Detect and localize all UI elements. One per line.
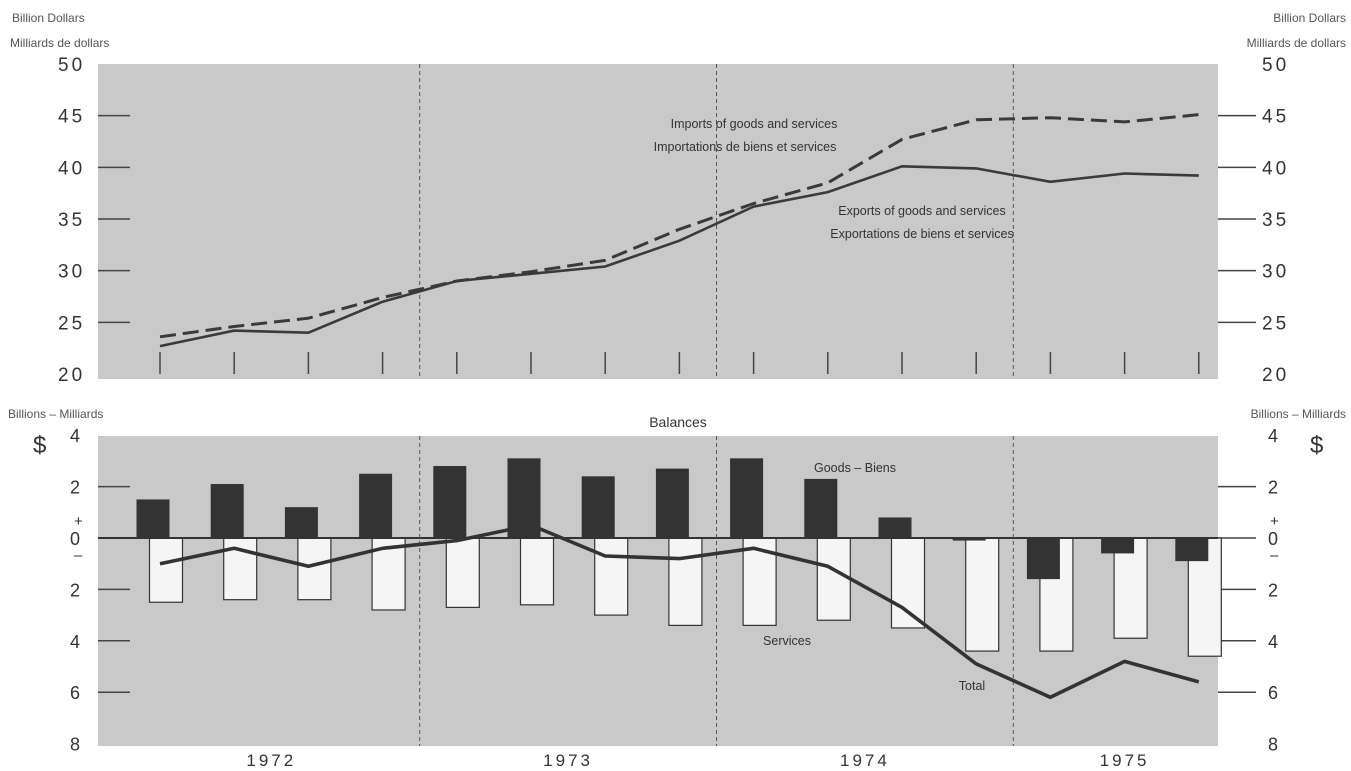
bottom-ytick-right: 0 xyxy=(1268,529,1278,549)
goods-bar xyxy=(655,468,689,538)
top-unit-left-fr: Milliards de dollars xyxy=(10,36,109,50)
top-ytick-right: 50 xyxy=(1262,55,1289,76)
services-bar xyxy=(816,537,851,621)
goods-bar xyxy=(210,484,244,538)
top-unit-right-en: Billion Dollars xyxy=(1273,11,1346,25)
goods-bar xyxy=(507,458,541,538)
services-bar xyxy=(668,537,703,626)
services-bar xyxy=(519,537,555,606)
minus-sign-left: – xyxy=(74,547,83,564)
bottom-ytick-right: 6 xyxy=(1268,683,1278,703)
year-label: 1972 xyxy=(246,751,296,770)
top-ytick-right: 20 xyxy=(1262,365,1289,386)
goods-bar xyxy=(730,458,764,538)
bottom-ytick-left: 2 xyxy=(70,580,80,600)
bottom-ytick-right: 2 xyxy=(1268,580,1278,600)
imports-series-line xyxy=(159,113,1199,339)
top-ytick-right: 45 xyxy=(1262,107,1289,128)
bottom-ytick-right: 2 xyxy=(1268,478,1278,498)
bottom-ytick-right: 4 xyxy=(1268,632,1278,652)
goods-bar xyxy=(433,466,467,538)
balances-title: Balances xyxy=(649,414,707,430)
imports-label-fr: Importations de biens et services xyxy=(654,140,837,154)
goods-bar xyxy=(1101,538,1135,554)
imports-label-en: Imports of goods and services xyxy=(671,117,838,131)
goods-label: Goods – Biens xyxy=(814,461,896,475)
top-ytick-right: 25 xyxy=(1262,313,1289,334)
services-bar xyxy=(594,537,629,616)
bottom-ytick-left: 4 xyxy=(70,632,80,652)
bottom-ytick-right: 8 xyxy=(1268,735,1278,755)
goods-bar xyxy=(284,507,318,538)
top-ytick-right: 30 xyxy=(1262,262,1289,283)
top-ytick-left: 25 xyxy=(58,313,85,334)
bottom-ytick-left: 2 xyxy=(70,478,80,498)
plus-sign-right: + xyxy=(1270,513,1279,530)
top-chart: Billion Dollars Milliards de dollars Bil… xyxy=(10,11,1346,386)
bottom-unit-left: Billions – Milliards xyxy=(8,407,103,421)
top-ytick-right: 35 xyxy=(1262,210,1289,231)
goods-bar xyxy=(136,499,170,538)
year-label: 1973 xyxy=(543,751,593,770)
top-unit-right-fr: Milliards de dollars xyxy=(1247,36,1346,50)
services-bar xyxy=(445,537,480,608)
top-ytick-left: 35 xyxy=(58,210,85,231)
services-bar xyxy=(890,537,926,629)
goods-bar xyxy=(804,478,838,538)
top-plot-area xyxy=(98,64,1218,379)
bottom-ytick-left: 0 xyxy=(70,529,80,549)
services-bar xyxy=(1113,537,1148,639)
plus-sign-left: + xyxy=(74,513,83,530)
top-ytick-right: 40 xyxy=(1262,158,1289,179)
goods-bar xyxy=(359,473,393,538)
exports-series-line xyxy=(159,164,1199,348)
dollar-sign-right: $ xyxy=(1310,432,1323,459)
goods-bar xyxy=(878,517,912,538)
bottom-ytick-left: 8 xyxy=(70,735,80,755)
bottom-chart: Billions – Milliards Billions – Milliard… xyxy=(8,407,1346,770)
top-ytick-left: 45 xyxy=(58,107,85,128)
top-ytick-left: 30 xyxy=(58,262,85,283)
dollar-sign-left: $ xyxy=(33,432,46,459)
services-bar xyxy=(297,537,332,601)
goods-bar xyxy=(581,476,615,538)
top-ytick-left: 40 xyxy=(58,158,85,179)
bottom-ytick-right: 4 xyxy=(1268,426,1278,446)
bottom-unit-right: Billions – Milliards xyxy=(1251,407,1346,421)
total-label: Total xyxy=(959,679,985,693)
goods-bar xyxy=(1175,538,1209,562)
services-bar xyxy=(965,537,1000,652)
bottom-ytick-left: 6 xyxy=(70,683,80,703)
year-label: 1974 xyxy=(840,751,890,770)
exports-label-en: Exports of goods and services xyxy=(838,204,1005,218)
minus-sign-right: – xyxy=(1270,547,1279,564)
services-bar xyxy=(148,537,184,603)
services-label: Services xyxy=(763,634,811,648)
total-balance-line xyxy=(159,523,1200,700)
top-ytick-left: 20 xyxy=(58,365,85,386)
top-ytick-left: 50 xyxy=(58,55,85,76)
year-label: 1975 xyxy=(1100,751,1150,770)
bottom-ytick-left: 4 xyxy=(70,426,80,446)
top-unit-left-en: Billion Dollars xyxy=(12,11,85,25)
goods-bar xyxy=(1026,538,1060,580)
services-bar xyxy=(223,537,258,601)
goods-bar xyxy=(952,538,986,541)
exports-label-fr: Exportations de biens et services xyxy=(830,227,1013,241)
